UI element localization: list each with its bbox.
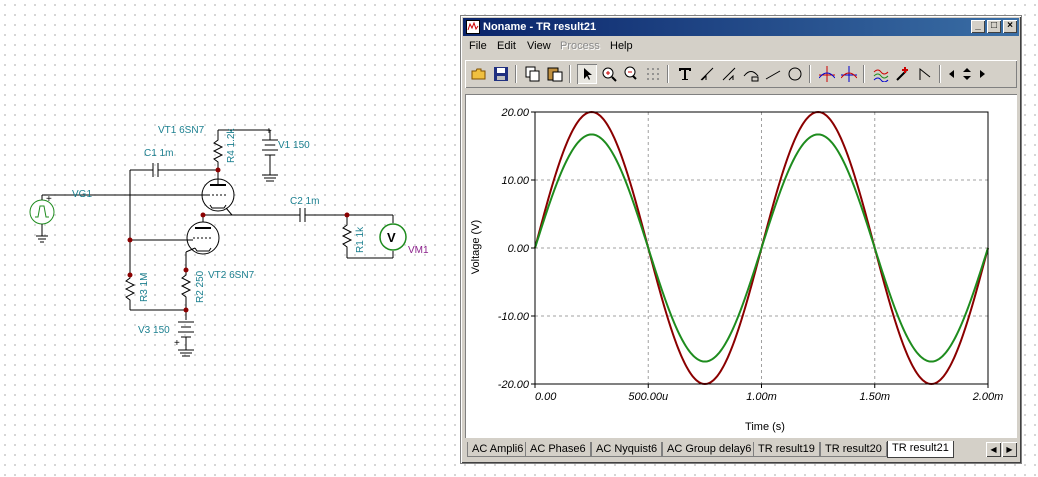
marker-icon[interactable] <box>915 64 935 84</box>
label-vg1: VG1 <box>72 189 92 200</box>
tab-scroll-right-icon[interactable]: ▶ <box>1002 442 1017 457</box>
menu-bar: File Edit View Process Help <box>465 38 1017 56</box>
result-window[interactable]: Noname - TR result21 _ □ × File Edit Vie… <box>460 15 1022 464</box>
y-tick-label: 0.00 <box>508 243 530 255</box>
cursor-a-icon[interactable] <box>817 64 837 84</box>
zoom-in-icon[interactable] <box>599 64 619 84</box>
nav-right-icon[interactable] <box>975 64 989 84</box>
menu-process[interactable]: Process <box>560 40 600 52</box>
label-v3: V3 150 <box>138 325 170 336</box>
vg1-plus: + <box>46 194 52 205</box>
maximize-button[interactable]: □ <box>987 20 1001 33</box>
tab-scroll-left-icon[interactable]: ◀ <box>986 442 1001 457</box>
x-tick-label: 2.00m <box>972 391 1004 403</box>
cursor-tool-b-icon[interactable] <box>719 64 739 84</box>
minimize-button[interactable]: _ <box>971 20 985 33</box>
cursor-b-icon[interactable] <box>839 64 859 84</box>
chart-grid <box>531 111 989 388</box>
paste-icon[interactable] <box>545 64 565 84</box>
curves-icon[interactable] <box>871 64 891 84</box>
voltmeter-symbol: V <box>387 230 396 245</box>
pointer-icon[interactable] <box>577 64 597 84</box>
tab-ac-nyquist6[interactable]: AC Nyquist6 <box>591 442 663 457</box>
tab-tr-result19[interactable]: TR result19 <box>753 442 820 457</box>
y-tick-label: 10.00 <box>501 175 529 187</box>
app-icon <box>466 20 480 34</box>
v3-plus: + <box>174 338 180 349</box>
v1-plus: + <box>266 126 272 137</box>
open-folder-icon[interactable] <box>469 64 489 84</box>
y-tick-label: -10.00 <box>498 311 530 323</box>
label-c1: C1 1m <box>144 148 173 159</box>
y-tick-label: 20.00 <box>500 107 529 119</box>
nav-left-icon[interactable] <box>945 64 959 84</box>
window-title: Noname - TR result21 <box>483 21 597 33</box>
line-icon[interactable] <box>763 64 783 84</box>
label-vm1: VM1 <box>408 245 429 256</box>
y-tick-labels: 20.00 10.00 0.00 -10.00 -20.00 <box>498 107 530 391</box>
copy-icon[interactable] <box>523 64 543 84</box>
label-v1: V1 150 <box>278 140 310 151</box>
label-c2: C2 1m <box>290 196 319 207</box>
tab-tr-result21[interactable]: TR result21 <box>887 441 954 458</box>
plot-frame <box>534 111 989 385</box>
menu-file[interactable]: File <box>469 40 487 52</box>
label-r1: R1 1k <box>355 226 366 253</box>
x-tick-label: 1.00m <box>746 391 777 403</box>
menu-edit[interactable]: Edit <box>497 40 516 52</box>
toolbar <box>465 60 1017 88</box>
text-icon[interactable] <box>675 64 695 84</box>
menu-help[interactable]: Help <box>610 40 633 52</box>
grid-icon[interactable] <box>643 64 663 84</box>
voltmeter-vm1[interactable] <box>379 223 407 251</box>
tab-ac-phase6[interactable]: AC Phase6 <box>525 442 591 457</box>
y-tick-label: -20.00 <box>498 379 530 391</box>
x-tick-label: 0.00 <box>535 391 557 403</box>
tab-ac-ampli6[interactable]: AC Ampli6 <box>467 442 529 457</box>
label-vt2: VT2 6SN7 <box>208 270 255 281</box>
label-r3: R3 1M <box>139 273 150 302</box>
cursor-tool-a-icon[interactable] <box>697 64 717 84</box>
transient-chart[interactable]: 0.00 500.00u 1.00m 1.50m 2.00m 20.00 10.00 0.0… <box>465 94 1017 438</box>
label-r4: R4 1.2k <box>226 128 237 163</box>
x-tick-label: 500.00u <box>628 391 668 403</box>
nav-updown-icon[interactable] <box>959 64 975 84</box>
x-tick-label: 1.50m <box>859 391 890 403</box>
probe-icon[interactable] <box>893 64 913 84</box>
title-bar[interactable]: Noname - TR result21 _ □ × <box>463 18 1019 36</box>
close-button[interactable]: × <box>1003 20 1017 33</box>
x-axis-label: Time (s) <box>745 421 785 433</box>
label-vt1: VT1 6SN7 <box>158 125 205 136</box>
circle-icon[interactable] <box>785 64 805 84</box>
zoom-100-icon[interactable] <box>621 64 641 84</box>
label-r2: R2 250 <box>195 270 206 303</box>
result-tabs: AC Ampli6 AC Phase6 AC Nyquist6 AC Group… <box>467 441 1017 459</box>
circuit-schematic[interactable]: V + + + VT1 6SN7 R4 1.2k V1 150 C1 1m VG… <box>0 0 455 477</box>
chart-series <box>534 110 989 386</box>
tab-tr-result20[interactable]: TR result20 <box>820 442 887 457</box>
measure-icon[interactable] <box>741 64 761 84</box>
menu-view[interactable]: View <box>527 40 551 52</box>
x-tick-labels: 0.00 500.00u 1.00m 1.50m 2.00m <box>535 391 1003 403</box>
save-icon[interactable] <box>491 64 511 84</box>
tab-ac-group-delay6[interactable]: AC Group delay6 <box>662 442 757 457</box>
y-axis-label: Voltage (V) <box>470 220 482 274</box>
series-line-2[interactable] <box>534 133 989 363</box>
plot-area[interactable]: 0.00 500.00u 1.00m 1.50m 2.00m 20.00 10.00 0.0… <box>465 94 1017 438</box>
